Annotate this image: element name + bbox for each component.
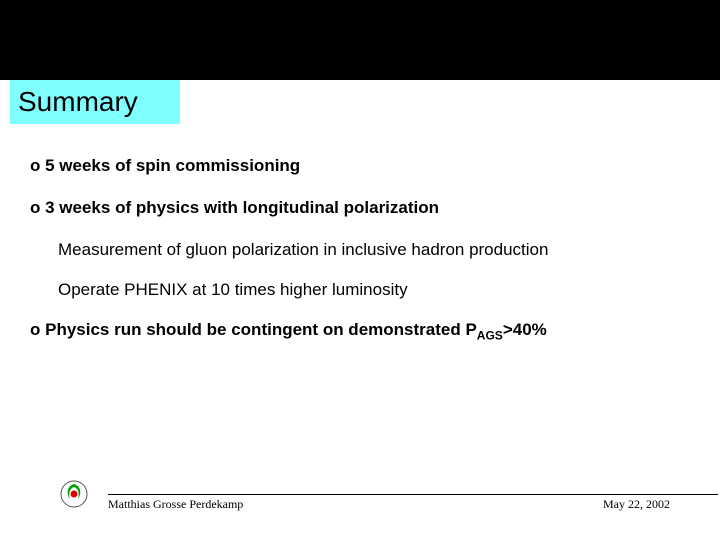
slide: Summary o 5 weeks of spin commissioning … [0,0,720,540]
bullet-subscript: AGS [477,329,503,343]
bullet-item: o 5 weeks of spin commissioning [30,155,690,177]
bullet-text-pre: Physics run should be contingent on demo… [45,320,477,339]
title-box: Summary [10,80,180,124]
bullet-text: Operate PHENIX at 10 times higher lumino… [58,280,408,299]
bullet-marker: o [30,320,40,339]
slide-footer: Matthias Grosse Perdekamp May 22, 2002 [58,494,690,512]
bullet-marker: o [30,156,40,175]
bullet-text: 3 weeks of physics with longitudinal pol… [45,198,439,217]
footer-author: Matthias Grosse Perdekamp [108,497,243,512]
bullet-text: 5 weeks of spin commissioning [45,156,300,175]
footer-date: May 22, 2002 [603,497,670,512]
footer-rule [108,494,718,495]
bullet-sub-item: Measurement of gluon polarization in inc… [58,239,690,261]
slide-body: o 5 weeks of spin commissioning o 3 week… [30,155,690,364]
bullet-marker: o [30,198,40,217]
slide-title: Summary [18,86,138,118]
top-black-band [0,0,720,80]
bullet-item: o Physics run should be contingent on de… [30,319,690,344]
bullet-text: Measurement of gluon polarization in inc… [58,240,548,259]
footer-row: Matthias Grosse Perdekamp May 22, 2002 [58,497,690,512]
bullet-text-post: >40% [503,320,547,339]
bullet-item: o 3 weeks of physics with longitudinal p… [30,197,690,219]
bullet-sub-item: Operate PHENIX at 10 times higher lumino… [58,279,690,301]
